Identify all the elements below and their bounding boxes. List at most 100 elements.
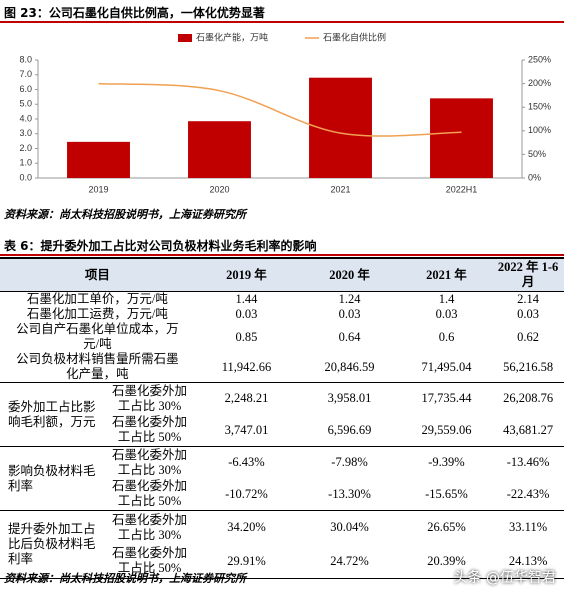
row: 石墨化委外加工占比 50% 29.91% 24.72% 20.39% 24.13% [0,544,564,579]
bar [430,98,493,178]
y2-tick-label: 250% [528,54,551,64]
cell: -13.46% [506,455,550,470]
figure-source: 资料来源：尚太科技招股说明书，上海证券研究所 [4,208,246,221]
y2-tick-label: 200% [528,78,551,88]
legend-label: 石墨化产能，万吨 [196,31,268,42]
cell: 3,747.01 [194,414,299,447]
cell: 34.20% [227,520,266,535]
y-tick-label: 5.0 [19,99,32,109]
y-tick-label: 2.0 [19,143,32,153]
title-rule [0,254,564,256]
watermark: 头条 @伍华智君 [453,570,556,586]
header-cell: 2019 年 [194,257,299,292]
y-tick-label: 7.0 [19,69,32,79]
row: 石墨化委外加工占比 50% -10.72% -13.30% -15.65% -22.43… [0,478,564,511]
cell: -15.65% [400,478,493,511]
row: 公司自产石墨化单位成本，万元/吨 0.85 0.64 0.6 0.62 [0,322,564,352]
y-tick-label: 3.0 [19,128,32,138]
cell: -6.43% [228,455,265,470]
y-tick-label: 4.0 [19,113,32,123]
cell: 20,846.59 [298,352,401,383]
cell: 26,208.76 [503,391,554,406]
cell: 11,942.66 [194,352,299,383]
row: 石墨化加工单价，万元/吨 1.44 1.24 1.4 2.14 [0,292,564,308]
sub-label: 石墨化委外加工占比 50% [104,414,195,447]
line [98,82,462,137]
y-tick-label: 0.0 [19,172,32,182]
cell: 0.64 [338,329,361,344]
cell: 0.03 [235,307,258,321]
cell: 0.03 [338,307,361,321]
row-label: 公司自产石墨化单位成本，万元/吨 [16,322,179,351]
row: 提升委外加工占比后负极材料毛利率 石墨化委外加工占比 30% 34.20% 30.04… [0,510,564,579]
group-label: 提升委外加工占比后负极材料毛利率 [0,510,105,579]
sub-label: 石墨化委外加工占比 30% [112,447,188,477]
x-tick-label: 2021 [330,184,350,194]
cell: 56,216.58 [492,352,564,383]
figure-title: 图 23：公司石墨化自供比例高，一体化优势显著 [4,6,265,20]
x-tick-label: 2022H1 [446,184,478,194]
data-table: 项目 2019 年 2020 年 2021 年 2022 年 1-6 月石墨化加工单价，… [0,257,564,579]
cell: 26.65% [427,520,466,535]
row: 公司负极材料销售量所需石墨化产量，吨 11,942.66 20,846.59 71,4… [0,352,564,383]
cell: 1.44 [235,292,258,306]
sub-label: 石墨化委外加工占比 50% [104,478,195,511]
cell: 24.13% [492,544,564,579]
cell: -10.72% [194,478,299,511]
row-label: 公司负极材料销售量所需石墨化产量，吨 [0,352,195,383]
group-label: 委外加工占比影响毛利额，万元 [0,382,105,447]
header-row: 项目 2019 年 2020 年 2021 年 2022 年 1-6 月 [0,257,564,292]
table-source: 资料来源：尚太科技招股说明书，上海证券研究所 [4,572,246,585]
cell: 6,596.69 [298,414,401,447]
cell: 29.91% [194,544,299,579]
sub-label: 石墨化委外加工占比 30% [112,512,188,542]
cell: 30.04% [330,520,369,535]
y-tick-label: 1.0 [19,158,32,168]
header-cell: 2020 年 [298,257,401,292]
cell: -9.39% [428,455,465,470]
y2-tick-label: 150% [528,102,551,112]
cell: 0.6 [438,329,455,344]
cell: 0.03 [517,307,540,321]
cell: 3,958.01 [327,391,372,406]
bar [67,141,130,178]
x-tick-label: 2019 [88,184,108,194]
cell: 17,735.44 [421,391,472,406]
cell: 29,559.06 [400,414,493,447]
cell: 43,681.27 [492,414,564,447]
cell: 0.62 [517,329,540,344]
legend-label: 石墨化自供比例 [323,31,386,42]
cell: -22.43% [492,478,564,511]
table-title: 表 6：提升委外加工占比对公司负极材料业务毛利率的影响 [4,239,317,253]
cell: 0.03 [435,307,458,321]
y2-tick-label: 0% [528,172,541,182]
header-cell: 2021 年 [400,257,493,292]
cell: 33.11% [509,520,548,535]
chart: 0.0 1.0 2.0 3.0 4.0 5.0 6.0 7.0 8.0 0% 50% 100% 150%… [19,31,551,194]
title-rule [0,21,564,23]
sub-label: 石墨化委外加工占比 50% [104,544,195,579]
row-label: 石墨化加工运费，万元/吨 [26,307,168,321]
row: 影响负极材料毛利率 石墨化委外加工占比 30% -6.43% -7.98% -9.39%… [0,446,564,511]
bar [188,121,251,178]
row: 石墨化加工运费，万元/吨 0.03 0.03 0.03 0.03 [0,307,564,322]
legend-swatch [178,34,192,42]
cell: 24.72% [298,544,401,579]
group-label: 影响负极材料毛利率 [0,446,105,511]
y2-tick-label: 100% [528,125,551,135]
row-label: 石墨化加工单价，万元/吨 [26,292,168,306]
row: 委外加工占比影响毛利额，万元 石墨化委外加工占比 30% 2,248.21 3,958… [0,382,564,447]
y-tick-label: 6.0 [19,84,32,94]
cell: 1.4 [438,292,455,306]
y-tick-label: 8.0 [19,54,32,64]
cell: 2,248.21 [224,391,269,406]
cell: 2.14 [517,292,540,306]
cell: 20.39% [400,544,493,579]
header-cell: 项目 [0,257,195,292]
y2-tick-label: 50% [528,149,546,159]
x-tick-label: 2020 [209,184,229,194]
cell: 71,495.04 [400,352,493,383]
header-cell: 2022 年 1-6 月 [492,257,564,292]
cell: 1.24 [338,292,361,306]
